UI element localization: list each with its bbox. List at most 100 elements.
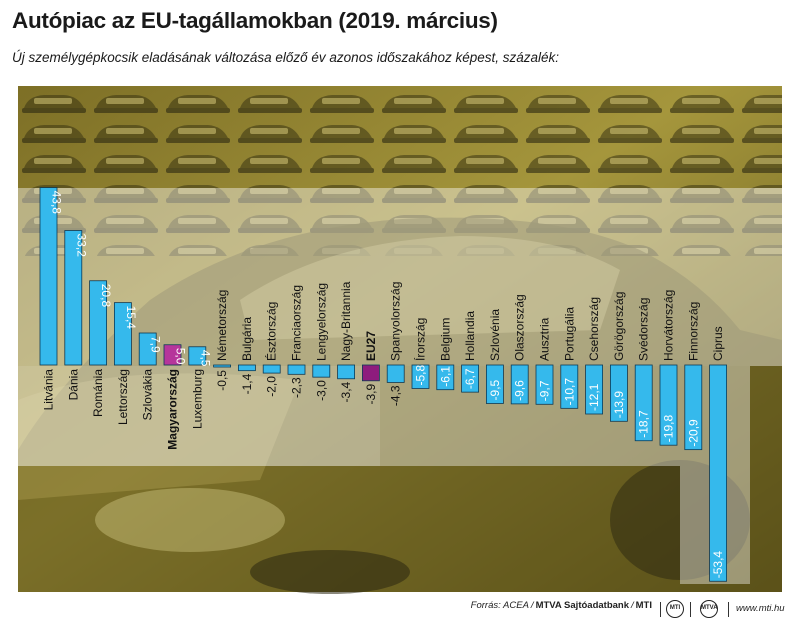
value-label-lettorszag: 15,4: [124, 306, 138, 330]
bar-ausztria: [535, 364, 554, 405]
category-label-magyarorszag: Magyarország: [166, 369, 180, 450]
mtva-logo-icon: MTVA: [700, 600, 718, 618]
category-label-portugalia: Portugália: [562, 307, 576, 361]
bar-finnorszag: [684, 364, 703, 451]
value-label-finnorszag: -20,9: [686, 419, 700, 447]
value-label-spanyolorszag: -4,3: [389, 385, 403, 406]
value-label-nagy-britannia: -3,4: [339, 381, 353, 402]
bar-szlovakia: [138, 332, 157, 366]
bar-eu27: [361, 364, 380, 382]
value-label-olaszorszag: -9,6: [513, 380, 527, 401]
value-label-gorogorszag: -13,9: [612, 391, 626, 419]
value-label-belgium: -6,1: [438, 366, 452, 387]
category-label-svedorszag: Svédország: [637, 298, 651, 361]
bar-nemetorszag: [213, 364, 232, 368]
bar-franciaorszag: [287, 364, 306, 375]
value-label-portugalia: -10,7: [562, 378, 576, 406]
category-label-finnorszag: Finnország: [686, 302, 700, 361]
category-label-nagy-britannia: Nagy-Britannia: [339, 281, 353, 361]
footer-credit: Forrás: ACEA / MTVA Sajtóadatbank / MTI: [470, 600, 652, 611]
bar-hollandia: [461, 364, 480, 393]
category-label-franciaorszag: Franciaország: [290, 285, 304, 361]
page-title: Autópiac az EU-tagállamokban (2019. márc…: [12, 8, 498, 33]
bar-gorogorszag: [610, 364, 628, 422]
category-label-szlovenia: Szlovénia: [488, 309, 502, 361]
category-label-romania: Románia: [91, 369, 105, 417]
category-label-irorszag: Írország: [413, 318, 428, 361]
bar-szlovenia: [485, 364, 504, 404]
value-label-luxemburg: 4,5: [198, 350, 212, 367]
bar-litvania: [39, 187, 58, 366]
bars-layer: 43,8 Litvánia 33,2 Dánia 20,8 Románia 15,4 Lett…: [39, 187, 727, 582]
category-label-horvatorszag: Horvátország: [662, 290, 676, 361]
value-label-lengyelorszag: -3,0: [314, 380, 328, 401]
bar-luxemburg: [188, 346, 207, 366]
bar-olaszorszag: [510, 364, 529, 405]
value-label-ciprus: -53,4: [711, 551, 725, 579]
value-label-dania: 33,2: [74, 234, 88, 258]
category-label-esztorszag: Észtország: [264, 302, 279, 361]
value-label-esztorszag: -2,0: [265, 376, 279, 397]
category-label-belgium: Belgium: [438, 318, 452, 361]
category-label-lettorszag: Lettország: [116, 369, 130, 425]
category-label-spanyolorszag: Spanyolország: [389, 282, 403, 361]
category-label-nemetorszag: Németország: [215, 290, 229, 361]
bar-csehorszag: [585, 364, 603, 415]
value-label-litvania: 43,8: [50, 191, 64, 215]
background-photo: [18, 86, 782, 594]
bar-dania: [64, 230, 83, 366]
category-label-bulgaria: Bulgária: [240, 317, 254, 361]
bar-belgium: [436, 364, 455, 391]
category-label-hollandia: Hollandia: [463, 311, 477, 361]
bar-svedorszag: [634, 364, 653, 442]
bar-esztorszag: [262, 364, 281, 374]
value-label-szlovenia: -9,5: [488, 379, 502, 400]
bar-ciprus: [709, 364, 727, 582]
value-label-csehorszag: -12,1: [587, 383, 601, 411]
footer-divider: [728, 602, 729, 617]
value-label-romania: 20,8: [99, 284, 113, 308]
bar-bulgaria: [237, 364, 256, 372]
bar-irorszag: [411, 364, 430, 389]
value-label-horvatorszag: -19,8: [662, 415, 676, 443]
mti-logo-icon: MTI: [666, 600, 684, 618]
bar-romania: [89, 280, 107, 366]
bar-nagy-britannia: [337, 364, 356, 380]
agency-name: MTVA Sajtóadatbank: [535, 600, 629, 611]
value-label-magyarorszag: 5,0: [174, 348, 188, 365]
value-label-szlovakia: 7,9: [149, 336, 163, 353]
source-text: Forrás: ACEA: [470, 600, 529, 611]
category-label-gorogorszag: Görögország: [612, 292, 626, 361]
page-subtitle: Új személygépkocsik eladásának változása…: [12, 50, 560, 65]
value-label-franciaorszag: -2,3: [290, 377, 304, 398]
bar-horvatorszag: [659, 364, 678, 446]
website-link[interactable]: www.mti.hu: [736, 603, 785, 614]
footer-divider: [660, 602, 661, 617]
category-label-szlovakia: Szlovákia: [141, 369, 155, 421]
value-label-nemetorszag: -0,5: [215, 370, 229, 391]
bar-lengyelorszag: [312, 364, 331, 378]
bar-lettorszag: [114, 302, 132, 366]
category-label-dania: Dánia: [66, 369, 80, 401]
category-label-eu27: EU27: [364, 331, 378, 361]
bar-spanyolorszag: [386, 364, 405, 383]
category-label-luxemburg: Luxemburg: [190, 369, 204, 429]
overlay-panel-left: [18, 366, 380, 466]
bar-magyarorszag: [163, 344, 182, 366]
value-label-bulgaria: -1,4: [240, 373, 254, 394]
value-label-irorszag: -5,8: [414, 364, 428, 385]
category-label-csehorszag: Csehország: [587, 297, 601, 361]
bar-portugalia: [560, 364, 579, 409]
value-label-svedorszag: -18,7: [637, 410, 651, 438]
value-label-eu27: -3,9: [364, 383, 378, 404]
category-label-ausztria: Ausztria: [538, 317, 552, 361]
category-label-olaszorszag: Olaszország: [513, 294, 527, 361]
value-label-hollandia: -6,7: [463, 368, 477, 389]
category-label-lengyelorszag: Lengyelország: [314, 283, 328, 361]
category-label-ciprus: Ciprus: [711, 326, 725, 361]
agency-name-mti: MTI: [635, 600, 652, 611]
category-label-litvania: Litvánia: [42, 369, 56, 411]
value-label-ausztria: -9,7: [538, 380, 552, 401]
footer-divider: [690, 602, 691, 617]
